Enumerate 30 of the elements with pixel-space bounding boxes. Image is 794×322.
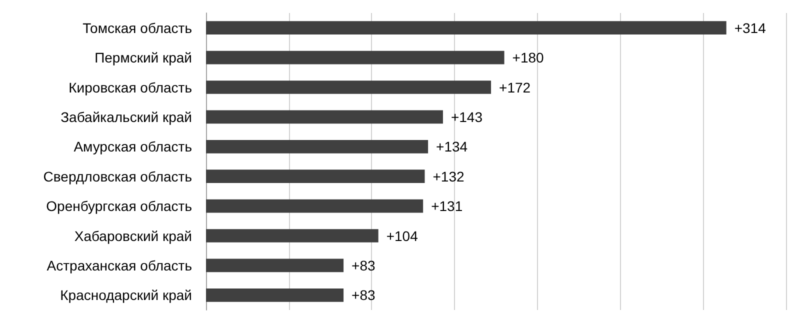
bar	[206, 140, 428, 154]
data-label: +132	[432, 168, 464, 184]
bar	[206, 170, 425, 184]
y-tick-label: Оренбургская область	[46, 198, 192, 214]
bar	[206, 50, 504, 64]
bar	[206, 21, 726, 35]
y-tick-label: Хабаровский край	[74, 228, 192, 244]
bar	[206, 199, 424, 213]
bar	[206, 229, 378, 242]
y-tick-label: Пермский край	[94, 50, 192, 66]
y-tick-label: Астраханская область	[46, 257, 192, 274]
y-tick-label: Амурская область	[74, 138, 192, 155]
data-label: +180	[512, 50, 544, 66]
data-label: +172	[499, 79, 531, 96]
y-tick-label: Свердловская область	[43, 168, 192, 184]
data-label: +314	[734, 20, 766, 36]
bar	[206, 258, 344, 272]
bar	[206, 110, 443, 124]
data-label: +83	[352, 287, 376, 304]
bar	[206, 288, 344, 302]
data-label: +104	[386, 228, 418, 244]
data-label: +143	[450, 108, 483, 125]
y-tick-label: Кировская область	[68, 79, 192, 96]
y-tick-label: Краснодарский край	[60, 287, 192, 304]
y-tick-label: Томская область	[82, 20, 192, 36]
data-label: +134	[436, 138, 468, 155]
data-label: +131	[431, 198, 463, 214]
data-label: +83	[352, 257, 376, 274]
bar	[206, 80, 492, 94]
y-tick-label: Забайкальский край	[60, 108, 192, 125]
